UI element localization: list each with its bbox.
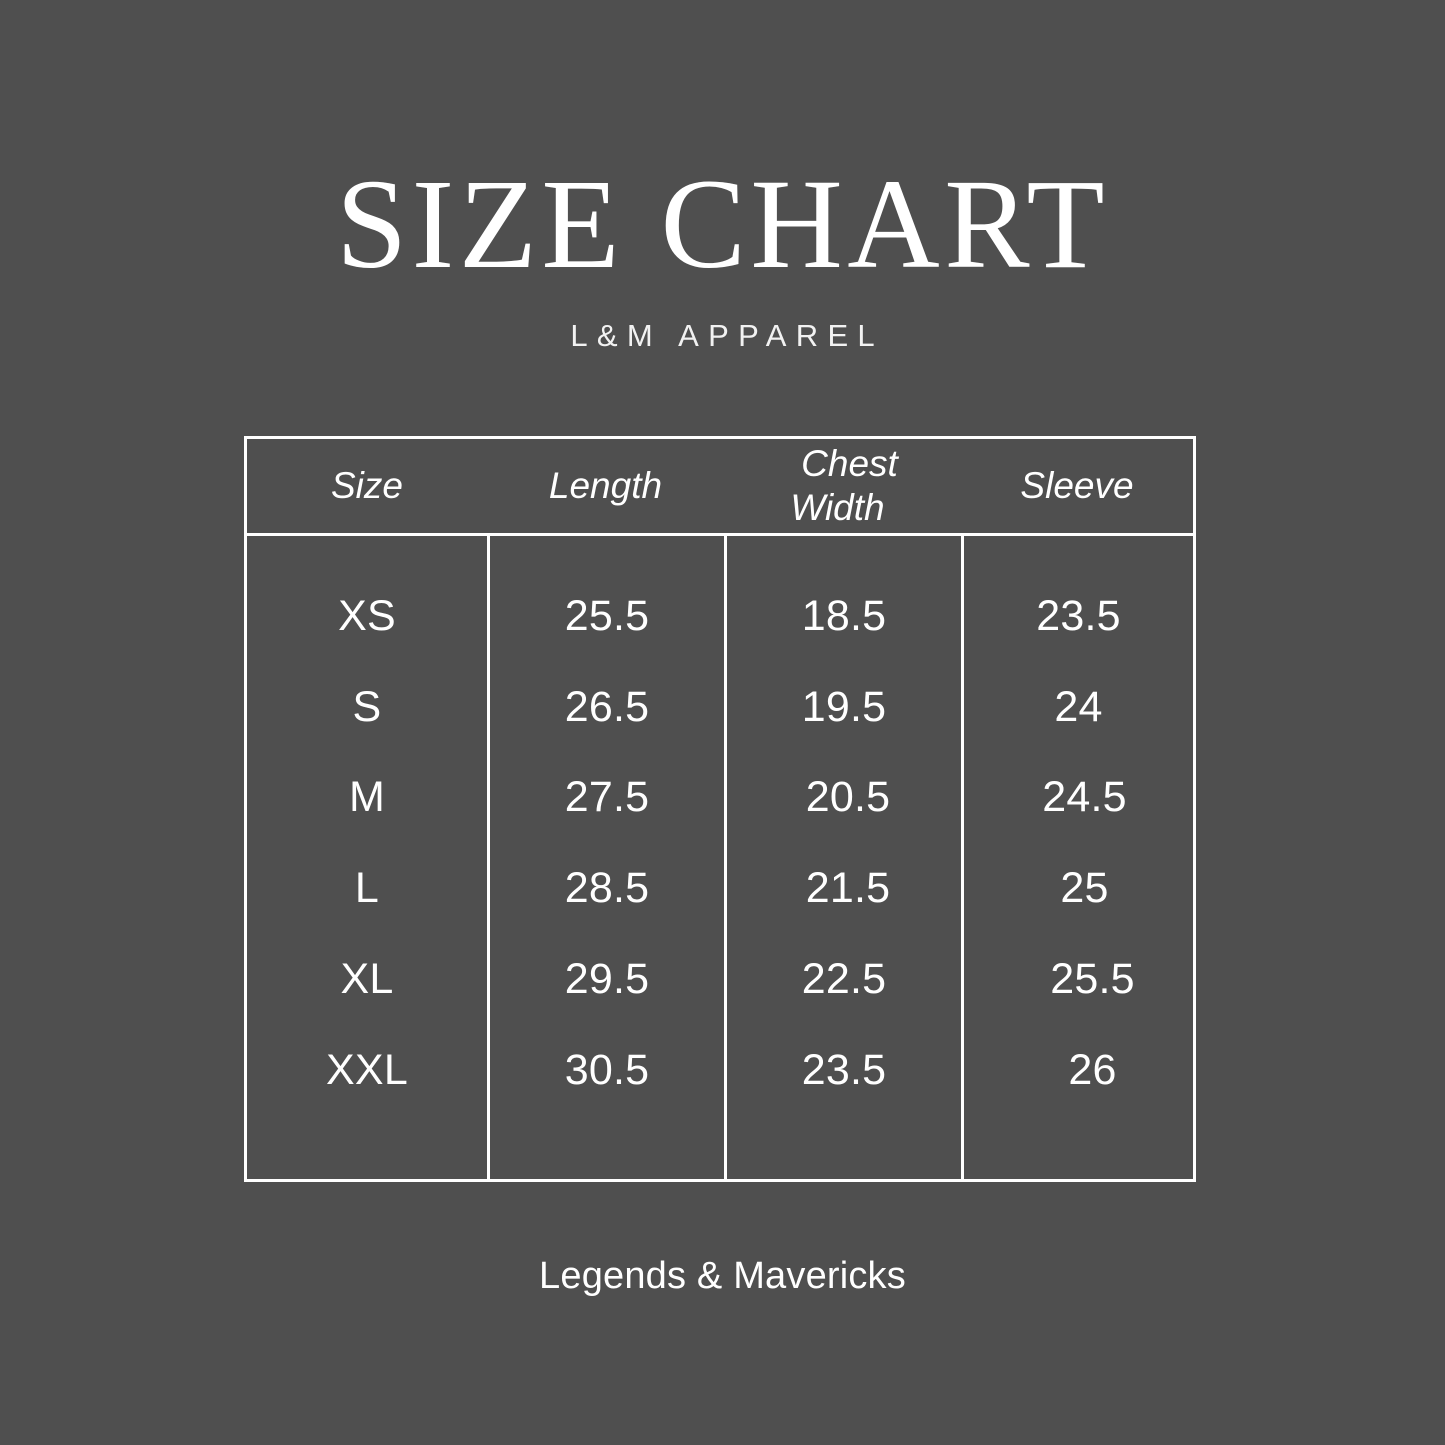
column-sleeve: 23.5 24 24.5 25 25.5 26 (961, 536, 1193, 1179)
column-size: XS S M L XL XXL (247, 536, 487, 1179)
column-header-sleeve-label: Sleeve (1020, 465, 1134, 507)
cell-size: S (352, 682, 382, 731)
cell-size: XS (338, 591, 396, 640)
cell-sleeve: 25 (1060, 863, 1109, 912)
cell-chest-width: 21.5 (805, 863, 891, 912)
cell-size: XXL (326, 1045, 408, 1094)
column-header-chest-width-label: Chest Width (787, 442, 898, 529)
column-header-size: Size (247, 439, 487, 533)
cell-sleeve: 24 (1054, 682, 1103, 731)
column-chest-width: 18.5 19.5 20.5 21.5 22.5 23.5 (724, 536, 961, 1179)
cell-chest-width: 20.5 (805, 772, 891, 821)
cell-chest-width: 18.5 (801, 591, 887, 640)
column-header-length: Length (487, 439, 724, 533)
column-header-length-label: Length (548, 465, 663, 507)
page-title: SIZE CHART (335, 153, 1110, 295)
cell-length: 26.5 (564, 682, 650, 731)
cell-sleeve: 23.5 (1036, 591, 1121, 640)
cell-sleeve: 24.5 (1042, 772, 1127, 821)
footer-brand: Legends & Mavericks (539, 1255, 906, 1297)
cell-length: 27.5 (564, 772, 650, 821)
column-header-chest-width: Chest Width (724, 439, 961, 533)
cell-size: XL (340, 954, 394, 1003)
column-header-chest-width-line-2: Width (790, 487, 885, 528)
cell-chest-width: 19.5 (801, 682, 887, 731)
column-length: 25.5 26.5 27.5 28.5 29.5 30.5 (487, 536, 724, 1179)
cell-sleeve: 25.5 (1050, 954, 1135, 1003)
cell-sleeve: 26 (1068, 1045, 1117, 1094)
cell-chest-width: 23.5 (801, 1045, 887, 1094)
cell-size: L (354, 863, 380, 912)
size-chart-table: Size Length Chest Width Sleeve XS S M L (244, 436, 1196, 1182)
table-header-row: Size Length Chest Width Sleeve (247, 439, 1193, 536)
cell-length: 28.5 (564, 863, 650, 912)
table-body: XS S M L XL XXL 25.5 26.5 27.5 28.5 29.5… (247, 536, 1193, 1179)
brand-subtitle: L&M APPAREL (570, 318, 884, 353)
cell-length: 25.5 (564, 591, 650, 640)
poster-header: SIZE CHART L&M APPAREL (0, 160, 1445, 354)
cell-length: 29.5 (564, 954, 650, 1003)
cell-size: M (348, 772, 386, 821)
column-header-size-label: Size (331, 465, 403, 507)
column-header-chest-width-line-1: Chest (801, 443, 898, 485)
column-header-sleeve: Sleeve (961, 439, 1193, 533)
cell-length: 30.5 (564, 1045, 650, 1094)
cell-chest-width: 22.5 (801, 954, 887, 1003)
